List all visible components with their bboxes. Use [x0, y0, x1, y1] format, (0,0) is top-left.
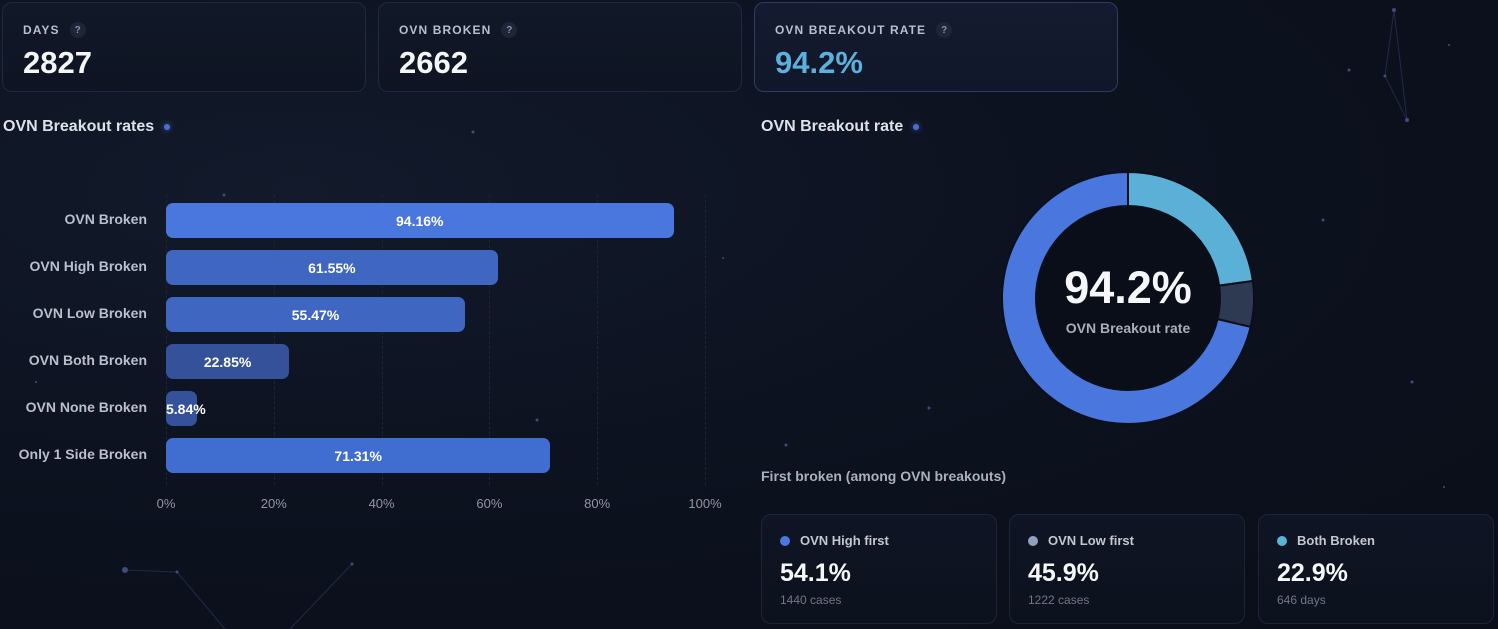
gridline [489, 195, 491, 485]
donut-chart-title: OVN Breakout rate [761, 118, 920, 136]
card-subtext: 1222 cases [1028, 593, 1090, 607]
bar[interactable] [166, 391, 198, 426]
y-category-label: OVN Low Broken [32, 305, 147, 321]
donut-hole [1037, 207, 1219, 389]
kpi-label: OVN BROKEN [399, 23, 492, 37]
legend-dot-icon [1277, 535, 1287, 546]
donut-svg [1001, 170, 1255, 425]
kpi-label: DAYS [23, 23, 60, 37]
gridline [273, 195, 275, 485]
card-value: 45.9% [1028, 559, 1099, 587]
bar[interactable] [166, 438, 551, 473]
help-icon[interactable]: ? [501, 22, 518, 38]
kpi-card-ovn-broken: OVN BROKEN? 2662 [378, 2, 742, 92]
card-subtext: 646 days [1277, 593, 1326, 607]
section-title-text: OVN Breakout rates [3, 118, 155, 135]
bar[interactable] [166, 297, 465, 332]
bar-value-label: 55.47% [291, 307, 340, 323]
legend-dot-icon [780, 535, 790, 546]
donut-center-value: 94.2% [1064, 262, 1192, 313]
kpi-value: 2662 [399, 45, 468, 80]
gridline [705, 195, 706, 485]
first-broken-card-high: OVN High first 54.1% 1440 cases [761, 514, 997, 624]
card-value: 22.9% [1277, 559, 1348, 587]
legend-dot-icon [1028, 535, 1038, 546]
y-category-label: OVN Both Broken [28, 352, 147, 368]
bar-value-label: 22.85% [203, 354, 252, 370]
status-dot-icon [913, 124, 920, 130]
help-icon[interactable]: ? [69, 22, 86, 38]
card-label: OVN Low first [1048, 533, 1134, 548]
status-dot-icon [164, 124, 171, 130]
x-tick-label: 20% [260, 496, 287, 511]
x-tick-label: 80% [584, 496, 611, 511]
x-tick-label: 60% [476, 496, 503, 511]
help-icon[interactable]: ? [936, 22, 953, 38]
bar[interactable] [166, 203, 674, 238]
section-title-text: OVN Breakout rate [761, 118, 904, 135]
gridline [166, 195, 167, 485]
y-category-label: OVN Broken [64, 211, 147, 227]
donut-chart: 94.2% OVN Breakout rate [1000, 170, 1256, 426]
bar[interactable] [166, 344, 290, 379]
x-tick-label: 0% [156, 496, 176, 511]
kpi-value: 94.2% [775, 45, 863, 80]
gridline [381, 195, 383, 485]
card-label: OVN High first [800, 533, 889, 548]
first-broken-card-both: Both Broken 22.9% 646 days [1258, 514, 1494, 624]
card-subtext: 1440 cases [780, 593, 842, 607]
kpi-label: OVN BREAKOUT RATE [775, 23, 927, 37]
kpi-value: 2827 [23, 45, 92, 80]
card-label: Both Broken [1297, 533, 1375, 548]
y-category-label: OVN None Broken [25, 399, 147, 415]
kpi-card-days: DAYS? 2827 [2, 2, 366, 92]
bar-value-label: 61.55% [308, 260, 356, 276]
bar-value-label: 94.16% [396, 213, 444, 229]
donut-slice[interactable] [1001, 170, 1252, 425]
first-broken-card-low: OVN Low first 45.9% 1222 cases [1009, 514, 1245, 624]
donut-center-label: OVN Breakout rate [1065, 320, 1191, 336]
y-category-label: OVN High Broken [29, 258, 147, 274]
gridline [597, 195, 599, 485]
bar-chart-title: OVN Breakout rates [3, 118, 171, 136]
x-tick-label: 100% [688, 496, 722, 511]
kpi-card-breakout-rate: OVN BREAKOUT RATE? 94.2% [754, 2, 1118, 92]
x-tick-label: 40% [368, 496, 395, 511]
first-broken-title: First broken (among OVN breakouts) [761, 468, 1007, 484]
bar-value-label: 5.84% [166, 401, 206, 417]
card-value: 54.1% [780, 559, 851, 587]
bar-chart: 0% 20% 40% 60% 80% 100% OVN Broken 94.16% OVN Hi… [0, 180, 740, 520]
y-category-label: Only 1 Side Broken [18, 446, 147, 462]
bar[interactable] [166, 250, 498, 285]
bar-value-label: 71.31% [334, 448, 382, 464]
